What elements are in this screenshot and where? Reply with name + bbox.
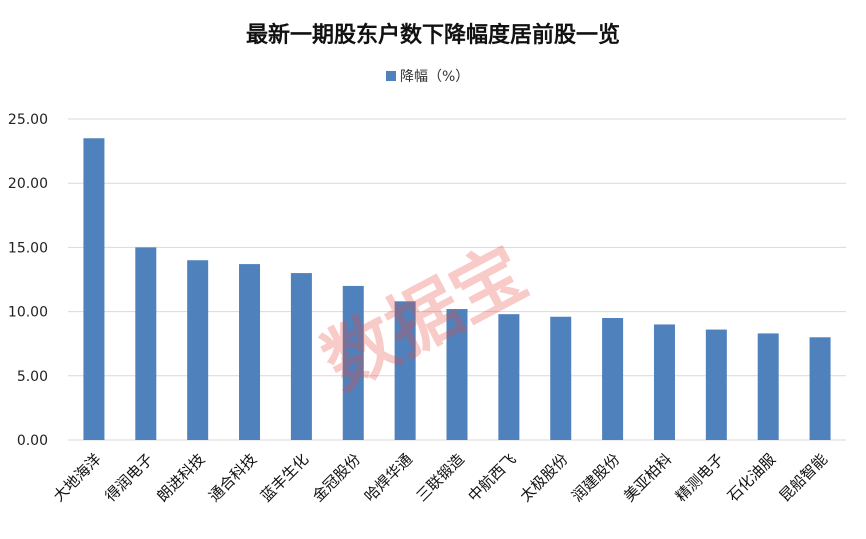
y-tick-label: 20.00: [8, 176, 48, 192]
x-tick-label: 三联锻造: [413, 450, 468, 505]
x-tick-label: 美亚柏科: [620, 450, 675, 505]
bar: [83, 138, 105, 440]
bar: [498, 314, 520, 440]
bar: [705, 329, 727, 440]
bar: [290, 273, 312, 440]
bar: [446, 309, 468, 440]
x-tick-label: 蓝丰生化: [257, 450, 312, 505]
x-tick-label: 金冠股份: [309, 450, 364, 505]
x-tick-label: 中航西飞: [465, 450, 520, 505]
x-tick-label: 太极股份: [516, 450, 571, 505]
y-tick-label: 25.00: [8, 112, 48, 128]
bar: [550, 316, 572, 440]
bar: [602, 318, 624, 440]
x-tick-label: 昆船智能: [776, 450, 831, 505]
y-tick-label: 15.00: [8, 240, 48, 256]
y-tick-label: 0.00: [17, 433, 48, 449]
bar: [187, 260, 209, 440]
x-tick-label: 石化油服: [724, 450, 779, 505]
y-axis-ticks: 25.00 20.00 15.00 10.00 5.00 0.00: [8, 112, 48, 449]
bar: [135, 247, 157, 440]
x-tick-label: 通合科技: [205, 450, 260, 505]
bar: [653, 324, 675, 440]
legend-swatch: [386, 71, 396, 81]
x-tick-label: 朗进科技: [153, 450, 208, 505]
x-tick-label: 得润电子: [101, 450, 156, 505]
bar: [394, 301, 416, 440]
bar: [239, 264, 261, 440]
x-axis-ticks: 大地海洋得润电子朗进科技通合科技蓝丰生化金冠股份哈焊华通三联锻造中航西飞太极股份…: [50, 450, 831, 505]
bar: [757, 333, 779, 440]
x-tick-label: 哈焊华通: [361, 450, 416, 505]
y-tick-label: 5.00: [17, 369, 48, 385]
x-tick-label: 大地海洋: [50, 450, 105, 505]
legend-label: 降幅（%）: [400, 69, 469, 85]
x-tick-label: 润建股份: [568, 450, 623, 505]
bars: [83, 138, 831, 440]
y-tick-label: 10.00: [8, 305, 48, 321]
bar: [809, 337, 831, 440]
bar: [342, 285, 364, 440]
x-tick-label: 精测电子: [672, 450, 727, 505]
chart-title: 最新一期股东户数下降幅度居前股一览: [246, 22, 620, 48]
legend: 降幅（%）: [386, 69, 469, 85]
